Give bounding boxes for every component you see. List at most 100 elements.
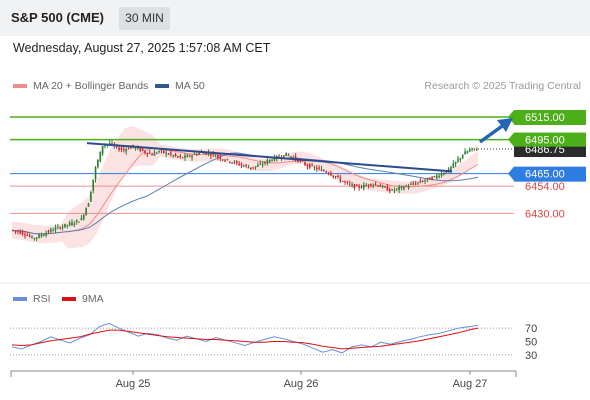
candle-body — [151, 153, 153, 156]
candle-body — [125, 149, 127, 152]
credit-text: Research © 2025 Trading Central — [424, 80, 581, 92]
candle-body — [459, 157, 462, 160]
candle-body — [325, 171, 328, 173]
candle-body — [228, 161, 231, 163]
x-tick-label: Aug 25 — [116, 378, 151, 390]
candle-body — [78, 221, 80, 223]
candle-body — [379, 185, 382, 187]
level-label-6465.00: 6465.00 — [525, 169, 565, 181]
candle-body — [435, 175, 438, 178]
candle-body — [271, 160, 273, 162]
candle-body — [118, 147, 120, 150]
candle-body — [386, 186, 389, 191]
candle-body — [191, 155, 193, 158]
candle-body — [327, 172, 330, 174]
candle-body — [290, 156, 292, 158]
candle-body — [26, 235, 29, 237]
candle-body — [247, 167, 250, 169]
candle-body — [68, 222, 71, 225]
candle-body — [231, 162, 233, 164]
candle-body — [38, 234, 40, 238]
candle-body — [341, 180, 344, 182]
candle-body — [384, 186, 386, 188]
candle-body — [457, 158, 459, 162]
candle-body — [108, 143, 111, 145]
ma50-line — [11, 152, 479, 235]
candle-body — [454, 161, 457, 165]
candle-body — [452, 163, 455, 168]
candle-body — [134, 147, 137, 149]
legend-swatch-9ma — [62, 297, 76, 301]
legend-swatch-ma50 — [155, 84, 169, 88]
forecast-arrow-head — [497, 118, 513, 132]
level-label-6430.00: 6430.00 — [525, 208, 565, 220]
candle-body — [85, 208, 87, 215]
candle-body — [179, 155, 182, 157]
candle-body — [198, 152, 200, 155]
candle-body — [358, 186, 360, 188]
candle-body — [311, 165, 313, 167]
legend-swatch-bollinger — [13, 84, 27, 88]
candle-body — [127, 148, 130, 150]
candle-body — [202, 152, 205, 154]
candle-body — [464, 151, 466, 155]
candle-body — [250, 167, 252, 169]
candle-body — [450, 166, 452, 171]
candle-body — [174, 153, 177, 156]
candle-body — [165, 152, 167, 154]
candle-body — [233, 161, 236, 163]
candle-body — [224, 160, 226, 162]
candle-body — [141, 148, 144, 151]
candle-body — [219, 156, 222, 160]
candle-body — [75, 220, 78, 222]
candle-body — [64, 223, 66, 227]
candle-body — [440, 173, 443, 176]
candle-body — [377, 185, 379, 187]
candle-body — [122, 149, 125, 151]
legend-label-ma50: MA 50 — [175, 80, 205, 92]
candle-body — [31, 236, 33, 238]
candle-body — [395, 188, 398, 190]
candle-body — [313, 167, 316, 169]
current-price-label: 6486.75 — [525, 144, 565, 156]
candle-body — [226, 158, 229, 160]
candle-body — [162, 150, 165, 153]
candle-body — [412, 183, 415, 185]
candle-body — [400, 186, 403, 188]
candle-body — [90, 192, 92, 202]
candle-body — [33, 238, 36, 240]
candle-body — [238, 163, 240, 166]
candle-body — [167, 154, 170, 156]
level-label-6454.00: 6454.00 — [525, 181, 565, 193]
rsi-line — [11, 322, 479, 354]
candle-body — [318, 167, 320, 169]
rsi-9ma-line — [11, 327, 479, 350]
candle-body — [471, 147, 473, 150]
candle-body — [97, 159, 99, 168]
candle-body — [115, 145, 118, 147]
candle-body — [54, 227, 57, 230]
level-tag-pointer — [508, 110, 514, 124]
candle-body — [407, 186, 410, 188]
interval-button[interactable]: 30 MIN — [119, 7, 170, 30]
candle-body — [59, 227, 62, 229]
candle-body — [443, 173, 445, 175]
candle-body — [421, 181, 424, 183]
candle-body — [235, 161, 238, 163]
candle-body — [186, 155, 189, 158]
instrument-title: S&P 500 (CME) — [11, 10, 104, 25]
candle-body — [308, 164, 311, 169]
candle-body — [245, 164, 248, 166]
candle-body — [73, 223, 76, 225]
candle-body — [398, 186, 400, 190]
candle-body — [461, 154, 464, 158]
legend-label-rsi: RSI — [33, 293, 51, 305]
candle-body — [414, 183, 417, 185]
candle-body — [57, 226, 59, 228]
candle-body — [261, 163, 264, 166]
candle-body — [240, 163, 243, 166]
candle-body — [473, 148, 476, 150]
candle-body — [466, 151, 469, 154]
candle-body — [405, 185, 408, 187]
